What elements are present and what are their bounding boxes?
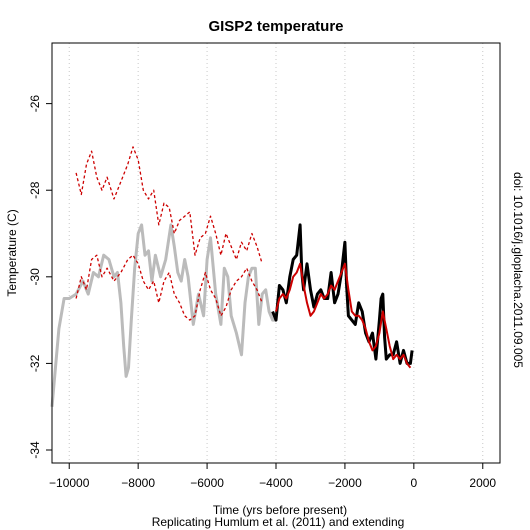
- chart-title: GISP2 temperature: [208, 18, 343, 35]
- x-tick-label: −6000: [190, 476, 224, 490]
- axes: −10000 −8000 −6000 −4000 −2000 0 2000 -26 -28 -30…: [28, 95, 496, 490]
- x-tick-label: 2000: [469, 476, 496, 490]
- grid: [68, 43, 484, 463]
- series-line-4: [75, 254, 263, 321]
- y-tick-label: -32: [28, 354, 42, 372]
- series-line-0: [50, 223, 276, 407]
- y-tick-label: -34: [28, 441, 42, 459]
- series-line-2: [275, 262, 412, 369]
- series-line-1: [271, 223, 414, 365]
- x-tick-label: −8000: [121, 476, 155, 490]
- x-tick-label: 0: [411, 476, 418, 490]
- x-tick-label: −4000: [259, 476, 293, 490]
- x-axis-label: Time (yrs before present): [213, 503, 347, 517]
- doi-label: doi: 10.1016/j.gloplacha.2011.09.005: [511, 172, 525, 368]
- x-tick-label: −2000: [328, 476, 362, 490]
- y-axis-label: Temperature (C): [5, 209, 19, 296]
- series-line-3: [75, 146, 263, 264]
- x-tick-label: −10000: [49, 476, 90, 490]
- y-tick-label: -28: [28, 181, 42, 199]
- y-tick-label: -30: [28, 268, 42, 286]
- y-tick-label: -26: [28, 95, 42, 113]
- chart-subtitle: Replicating Humlum et al. (2011) and ext…: [152, 515, 405, 529]
- series-group: [50, 146, 414, 407]
